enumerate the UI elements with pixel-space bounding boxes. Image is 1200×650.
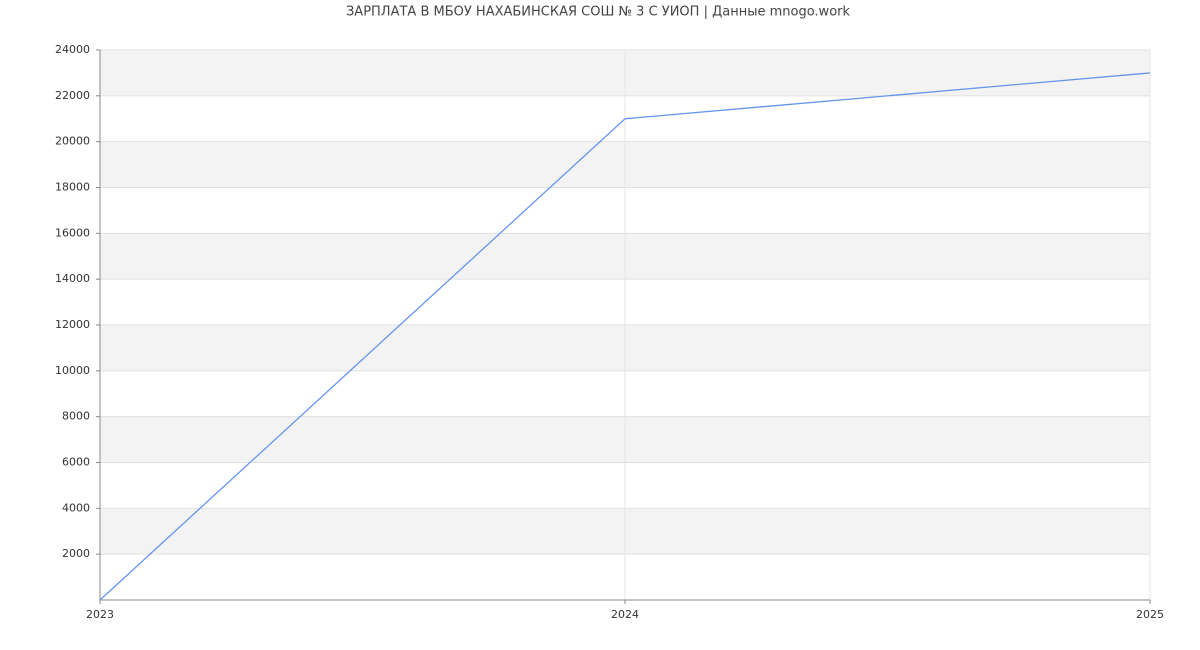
data-line (99, 72, 1151, 601)
x-tick-label: 2025 (1136, 608, 1164, 621)
x-tick-label: 2023 (86, 608, 114, 621)
y-tick-label: 20000 (55, 135, 90, 148)
y-tick-label: 12000 (55, 318, 90, 331)
y-tick-label: 2000 (62, 547, 90, 560)
y-tick-label: 24000 (55, 43, 90, 56)
y-tick-label: 6000 (62, 456, 90, 469)
y-tick-label: 16000 (55, 226, 90, 239)
y-tick-label: 10000 (55, 364, 90, 377)
y-tick-label: 18000 (55, 181, 90, 194)
chart-title: ЗАРПЛАТА В МБОУ НАХАБИНСКАЯ СОШ № 3 С УИ… (346, 5, 851, 20)
y-tick-label: 14000 (55, 272, 90, 285)
y-tick-label: 8000 (62, 410, 90, 423)
y-tick-label: 4000 (62, 501, 90, 514)
x-tick-label: 2024 (611, 608, 639, 621)
y-tick-label: 22000 (55, 89, 90, 102)
